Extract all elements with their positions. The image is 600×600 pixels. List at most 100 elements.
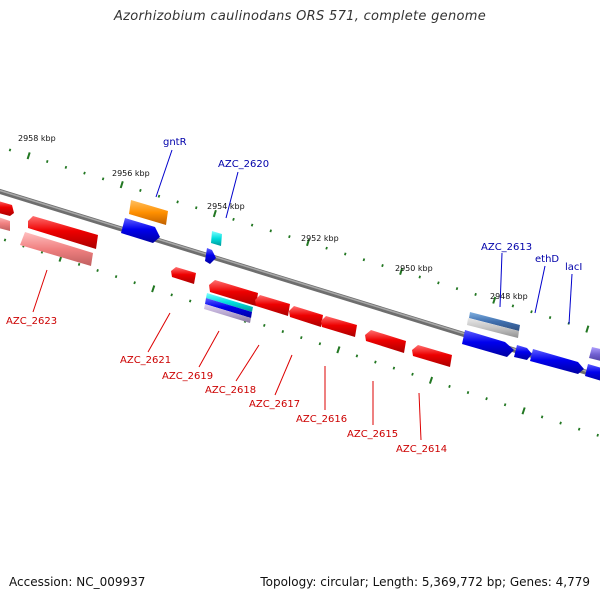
- forward-strand-genes: [0, 200, 600, 382]
- minor-tick: [474, 292, 477, 296]
- gene-arrow[interactable]: [365, 330, 406, 353]
- major-tick: [119, 181, 124, 189]
- gene-arrow[interactable]: [0, 200, 14, 216]
- minor-tick: [3, 238, 7, 242]
- gene-arrow[interactable]: [204, 304, 251, 323]
- gene-arrow[interactable]: [0, 216, 10, 231]
- major-tick: [212, 209, 217, 218]
- gene-arrow[interactable]: [289, 306, 323, 327]
- minor-tick: [269, 229, 272, 233]
- gene-arrow[interactable]: [469, 312, 520, 331]
- length-label: Length:: [372, 575, 419, 589]
- gene-arrow[interactable]: [412, 345, 452, 367]
- gene-label-azc-2613[interactable]: AZC_2613: [481, 242, 532, 253]
- gene-arrow[interactable]: [205, 298, 252, 318]
- gene-arrow[interactable]: [467, 318, 519, 338]
- kbp-label: 2948 kbp: [490, 292, 528, 301]
- minor-tick: [232, 217, 235, 221]
- gene-label-azc-2614[interactable]: AZC_2614: [396, 444, 447, 455]
- minor-tick: [195, 206, 198, 210]
- gene-labels: gntR AZC_2620 AZC_2613 ethD lacI AZC_262…: [6, 137, 582, 455]
- major-tick: [26, 152, 31, 160]
- minor-tick: [392, 366, 396, 370]
- minor-tick: [83, 171, 86, 175]
- minor-tick: [139, 188, 142, 192]
- minor-tick: [485, 397, 488, 401]
- minor-tick: [559, 421, 562, 425]
- minor-tick: [503, 403, 507, 407]
- major-tick: [585, 325, 590, 333]
- genes-value: 4,779: [555, 575, 590, 589]
- minor-tick: [418, 275, 421, 279]
- minor-tick: [133, 281, 136, 285]
- gene-arrow[interactable]: [321, 316, 357, 337]
- minor-tick: [355, 354, 359, 358]
- minor-tick: [344, 252, 347, 256]
- minor-tick: [596, 433, 599, 437]
- genes-label: Genes:: [509, 575, 552, 589]
- minor-tick: [448, 384, 451, 388]
- minor-tick: [188, 299, 192, 303]
- minor-tick: [170, 293, 173, 297]
- minor-tick: [114, 275, 118, 279]
- minor-tick: [101, 177, 105, 181]
- accession-value: NC_009937: [76, 575, 146, 589]
- major-tick: [428, 376, 434, 384]
- gene-label-azc-2620[interactable]: AZC_2620: [218, 159, 269, 170]
- kbp-label: 2956 kbp: [112, 169, 150, 178]
- minor-tick: [300, 336, 303, 340]
- minor-tick: [511, 304, 515, 308]
- gene-arrow[interactable]: [211, 231, 222, 246]
- gene-arrow[interactable]: [585, 364, 600, 382]
- gene-arrow[interactable]: [209, 280, 258, 306]
- gene-label-gntR[interactable]: gntR: [163, 137, 187, 148]
- gene-arrow[interactable]: [20, 232, 93, 266]
- major-tick: [306, 238, 310, 247]
- minor-tick: [176, 200, 179, 204]
- minor-tick: [411, 372, 414, 376]
- accession-info: Accession: NC_009937: [9, 575, 145, 589]
- major-tick: [151, 285, 156, 293]
- gene-arrow[interactable]: [255, 295, 290, 316]
- gene-label-azc-2619[interactable]: AZC_2619: [162, 371, 213, 382]
- gene-arrow[interactable]: [121, 218, 160, 243]
- map-title: Azorhizobium caulinodans ORS 571, comple…: [113, 9, 487, 24]
- gene-label-azc-2621[interactable]: AZC_2621: [120, 355, 171, 366]
- gene-arrow[interactable]: [28, 216, 98, 249]
- minor-tick: [374, 360, 377, 364]
- minor-tick: [548, 316, 552, 320]
- gene-label-azc-2617[interactable]: AZC_2617: [249, 399, 300, 410]
- major-tick: [492, 296, 497, 304]
- gene-arrow[interactable]: [589, 347, 600, 362]
- minor-tick: [263, 323, 266, 327]
- gene-arrow[interactable]: [462, 330, 514, 357]
- minor-tick: [466, 391, 470, 395]
- gene-arrow[interactable]: [530, 349, 584, 374]
- minor-tick: [8, 148, 12, 152]
- gene-arrow[interactable]: [514, 345, 532, 360]
- gene-arrow[interactable]: [205, 248, 216, 264]
- gene-label-azc-2618[interactable]: AZC_2618: [205, 385, 256, 396]
- gene-label-azc-2616[interactable]: AZC_2616: [296, 414, 347, 425]
- gene-label-lacI[interactable]: lacI: [565, 262, 582, 273]
- gene-label-azc-2623[interactable]: AZC_2623: [6, 316, 57, 327]
- minor-tick: [362, 258, 366, 262]
- minor-tick: [288, 235, 291, 239]
- reverse-strand-genes: [20, 216, 452, 367]
- length-value: 5,369,772 bp: [421, 575, 502, 589]
- major-tick: [336, 346, 341, 354]
- topology-value: circular: [320, 575, 365, 589]
- minor-tick: [381, 264, 384, 268]
- gene-label-azc-2615[interactable]: AZC_2615: [347, 429, 398, 440]
- gene-arrow[interactable]: [206, 293, 253, 312]
- gene-label-ethD[interactable]: ethD: [535, 254, 559, 265]
- minor-tick: [64, 165, 68, 169]
- minor-tick: [540, 415, 544, 419]
- gene-arrow[interactable]: [129, 200, 168, 225]
- minor-tick: [96, 269, 99, 272]
- topology-label: Topology:: [260, 575, 317, 589]
- gene-arrow[interactable]: [171, 267, 196, 284]
- kbp-label: 2952 kbp: [301, 234, 339, 243]
- minor-tick: [250, 223, 254, 227]
